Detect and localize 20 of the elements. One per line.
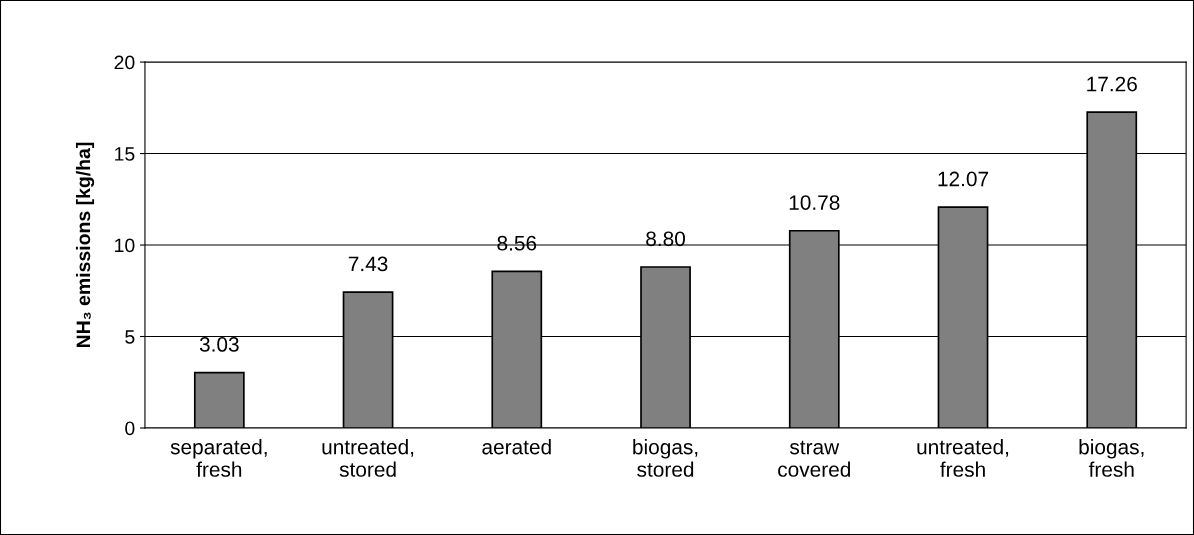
y-tick-label: 20 xyxy=(114,55,135,70)
y-tick-label: 0 xyxy=(125,421,135,436)
x-tick-label: separated, fresh xyxy=(170,439,267,477)
x-tick-label: biogas, fresh xyxy=(1079,439,1144,477)
y-tick-label: 15 xyxy=(115,147,135,161)
data-label: 12.07 xyxy=(938,171,989,187)
data-label: 17.26 xyxy=(1087,76,1137,92)
y-tick-label: 10 xyxy=(115,238,135,253)
y-tick-label: 5 xyxy=(125,330,135,344)
x-tick-label: straw covered xyxy=(778,440,850,477)
data-label: 10.78 xyxy=(789,195,840,210)
x-tick-label: biogas, stored xyxy=(633,439,698,477)
data-label: 3.03 xyxy=(199,337,239,352)
data-label: 8.56 xyxy=(497,235,537,251)
x-tick-label: untreated, fresh xyxy=(917,439,1009,477)
data-label: 8.80 xyxy=(646,231,685,247)
y-axis-title: NH₃ emissions [kg/ha] xyxy=(75,142,95,348)
x-tick-label: untreated, stored xyxy=(322,439,414,477)
x-tick-label: aerated xyxy=(482,439,551,455)
data-label: 7.43 xyxy=(348,256,388,272)
